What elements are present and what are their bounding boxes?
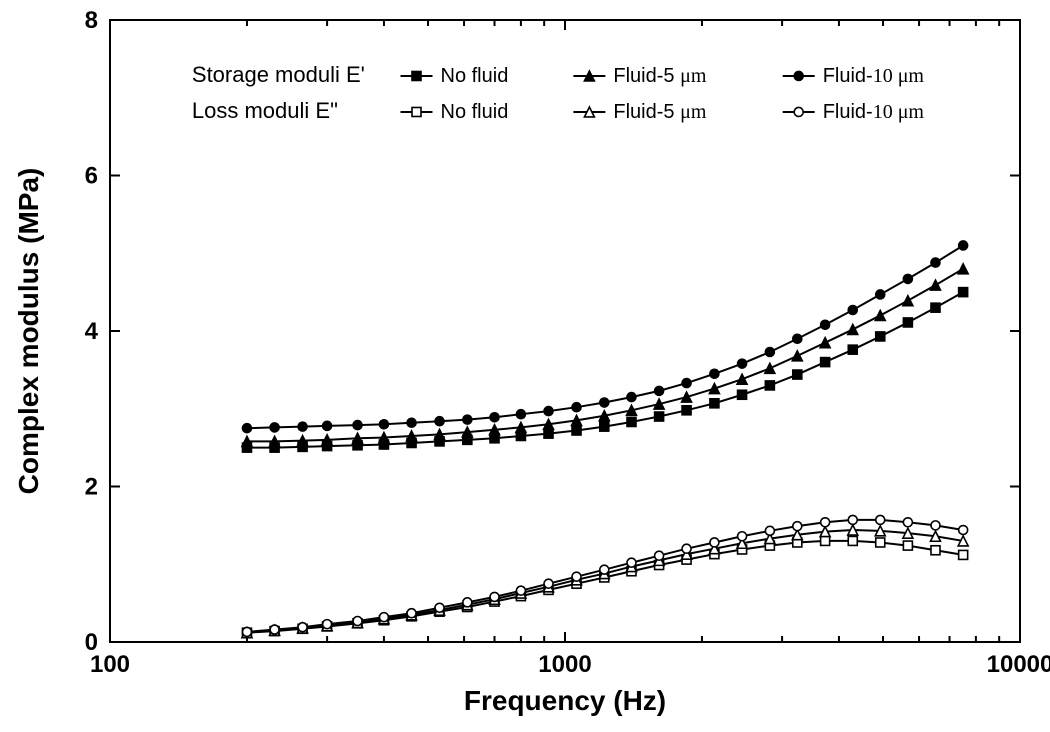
legend: Storage moduli E' No fluid Fluid-5 μm Fluid… xyxy=(192,62,925,123)
legend-item-loss-no-fluid: No fluid xyxy=(441,101,509,123)
legend-item-loss-fluid-5: Fluid-5 μm xyxy=(613,101,706,123)
y-tick-label: 8 xyxy=(85,7,98,34)
legend-item-loss-fluid-10: Fluid-10 μm xyxy=(823,101,925,123)
y-tick-label: 2 xyxy=(85,474,98,501)
series-storage-fluid-10 xyxy=(242,241,967,433)
x-axis-label: Frequency (Hz) xyxy=(464,685,666,716)
y-tick-label: 0 xyxy=(85,629,98,656)
x-tick-label: 1000 xyxy=(538,651,591,678)
y-tick-label: 6 xyxy=(85,163,98,190)
chart-container: 10010001000002468Frequency (Hz)Complex m… xyxy=(0,0,1050,732)
legend-item-storage-fluid-10: Fluid-10 μm xyxy=(823,65,925,87)
series-storage-no-fluid xyxy=(242,288,967,453)
series-storage-fluid-5 xyxy=(242,264,968,447)
x-tick-label: 10000 xyxy=(987,651,1050,678)
modulus-vs-frequency-chart: 10010001000002468Frequency (Hz)Complex m… xyxy=(0,0,1050,732)
y-tick-label: 4 xyxy=(85,318,99,345)
legend-item-storage-fluid-5: Fluid-5 μm xyxy=(613,65,706,87)
y-axis-label: Complex modulus (MPa) xyxy=(13,168,44,495)
series-group xyxy=(242,241,968,638)
legend-row-title-storage: Storage moduli E' xyxy=(192,62,365,87)
legend-item-storage-no-fluid: No fluid xyxy=(441,65,509,87)
legend-row-title-loss: Loss moduli E" xyxy=(192,98,338,123)
